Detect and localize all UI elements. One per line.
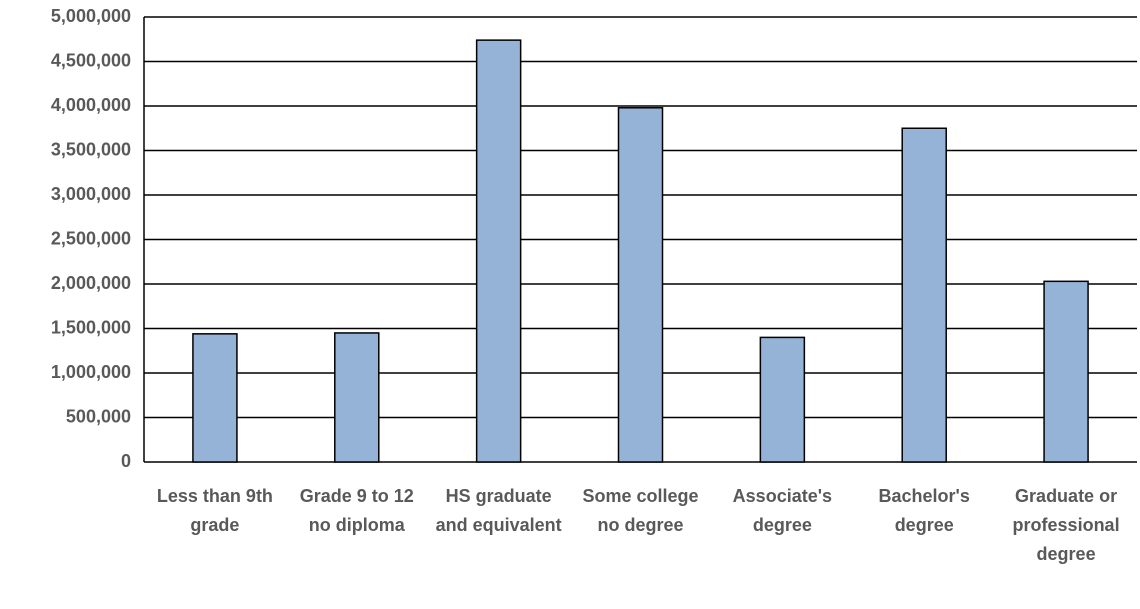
y-tick-label: 5,000,000 <box>51 6 131 26</box>
y-tick-label: 1,500,000 <box>51 317 131 337</box>
bar <box>901 127 947 463</box>
y-tick-label: 4,500,000 <box>51 50 131 70</box>
bar <box>759 336 806 463</box>
bar <box>334 332 380 463</box>
bar <box>192 333 238 463</box>
x-tick-label: Bachelor's degree <box>878 486 970 535</box>
bar <box>617 107 664 463</box>
y-tick-label: 2,500,000 <box>51 228 131 248</box>
y-tick-label: 3,500,000 <box>51 139 131 159</box>
y-tick-label: 1,000,000 <box>51 362 131 382</box>
x-tick-label: Grade 9 to 12 no diploma <box>299 486 414 535</box>
x-tick-label: HS graduate and equivalent <box>435 486 562 535</box>
bar <box>475 39 522 463</box>
y-tick-label: 0 <box>121 451 131 471</box>
y-tick-label: 3,000,000 <box>51 184 131 204</box>
x-tick-label: Less than 9th grade <box>156 486 273 535</box>
x-tick-label: Graduate or professional degree <box>1012 486 1120 564</box>
y-tick-label: 2,000,000 <box>51 273 131 293</box>
x-tick-label: Associate's degree <box>732 486 833 535</box>
x-tick-label: Some college no degree <box>582 486 699 535</box>
y-tick-label: 4,000,000 <box>51 95 131 115</box>
y-tick-label: 500,000 <box>66 406 131 426</box>
bar <box>1043 280 1089 463</box>
